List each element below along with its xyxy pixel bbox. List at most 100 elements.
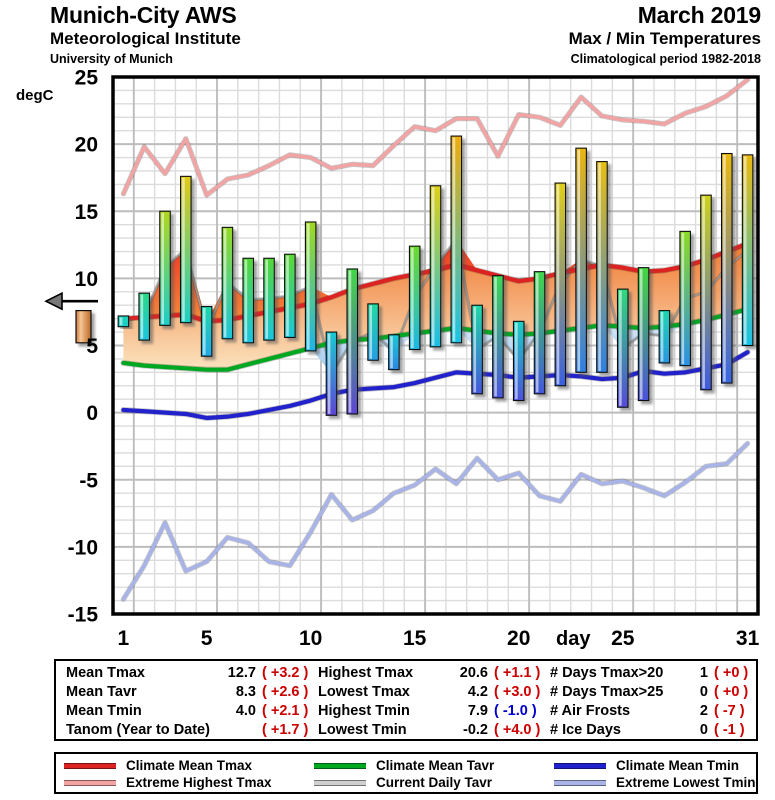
period-title: March 2019 bbox=[637, 2, 762, 28]
stat-cell: # Days Tmax>20 1 ( +0 ) bbox=[550, 665, 770, 684]
legend-item: Extreme Lowest Tmin bbox=[554, 774, 768, 791]
day-bar bbox=[388, 334, 400, 371]
stat-label: Lowest Tmin bbox=[318, 722, 407, 738]
stat-cell: Highest Tmin 7.9 ( -1.0 ) bbox=[318, 703, 550, 722]
university-name: University of Munich bbox=[50, 52, 173, 66]
day-bar bbox=[471, 304, 483, 395]
legend-label: Current Daily Tavr bbox=[376, 775, 493, 790]
stat-anomaly: ( +4.0 ) bbox=[494, 722, 541, 738]
day-bar bbox=[512, 320, 525, 402]
day-bar bbox=[200, 306, 213, 357]
stat-anomaly: ( +3.0 ) bbox=[494, 684, 541, 700]
day-bar bbox=[221, 226, 234, 340]
chart-header: Munich-City AWS Meteorological Institute… bbox=[0, 0, 775, 72]
day-bar bbox=[741, 154, 754, 347]
statistics-grid: Mean Tmax 12.7 ( +3.2 ) Highest Tmax 20.6 ( +… bbox=[56, 661, 756, 741]
stat-label: Mean Tavr bbox=[66, 684, 137, 700]
monthly-mean-indicator bbox=[44, 291, 98, 344]
stat-anomaly: ( +0 ) bbox=[714, 684, 749, 700]
stat-anomaly: ( -7 ) bbox=[714, 703, 745, 719]
stat-anomaly: ( -1.0 ) bbox=[494, 703, 537, 719]
legend-item: Climate Mean Tmax bbox=[64, 757, 314, 774]
y-tick-label: -5 bbox=[79, 469, 98, 492]
day-bar bbox=[637, 267, 650, 402]
day-bar bbox=[138, 292, 151, 341]
legend-color-swatch bbox=[64, 779, 116, 786]
day-bar bbox=[575, 147, 587, 373]
legend-color-swatch bbox=[554, 779, 606, 786]
y-tick-label: -10 bbox=[68, 536, 98, 559]
day-bar bbox=[346, 268, 359, 415]
stat-label: # Air Frosts bbox=[550, 703, 631, 719]
mean-arrow-head bbox=[44, 291, 63, 311]
legend-label: Extreme Highest Tmax bbox=[126, 775, 272, 790]
stat-label: Highest Tmax bbox=[318, 665, 414, 681]
y-axis-unit-label: degC bbox=[16, 87, 54, 104]
stat-cell: Lowest Tmax 4.2 ( +3.0 ) bbox=[318, 684, 550, 703]
day-bar bbox=[180, 175, 192, 324]
y-tick-label: 25 bbox=[75, 67, 99, 90]
station-name: Munich-City AWS bbox=[50, 2, 237, 28]
day-bar bbox=[700, 194, 712, 391]
stat-cell: # Air Frosts 2 ( -7 ) bbox=[550, 703, 770, 722]
day-bar bbox=[450, 135, 463, 344]
y-tick-label: -15 bbox=[68, 604, 99, 627]
x-axis: 1 5 10 15 20 25 31 bbox=[118, 627, 760, 650]
stat-anomaly: ( +0 ) bbox=[714, 665, 749, 681]
stat-cell: # Days Tmax>25 0 ( +0 ) bbox=[550, 684, 770, 703]
y-tick-label: 20 bbox=[75, 134, 98, 157]
monthly-statistics-box: Mean Tmax 12.7 ( +3.2 ) Highest Tmax 20.6 ( +… bbox=[54, 659, 758, 741]
x-tick-label: 1 bbox=[118, 627, 130, 650]
mean-value-bar bbox=[75, 309, 92, 344]
day-bar bbox=[325, 331, 338, 416]
day-bar bbox=[616, 288, 629, 408]
day-bar bbox=[242, 257, 255, 344]
day-bar bbox=[679, 230, 691, 367]
day-bar bbox=[492, 275, 504, 399]
legend-color-swatch bbox=[554, 762, 606, 769]
x-axis-title: day bbox=[556, 628, 591, 650]
legend-item: Climate Mean Tavr bbox=[314, 757, 554, 774]
day-bar bbox=[159, 210, 171, 326]
day-bar bbox=[117, 315, 130, 328]
extreme-lowest-tmin-line bbox=[121, 441, 750, 602]
stat-cell: Highest Tmax 20.6 ( +1.1 ) bbox=[318, 665, 550, 684]
chart-legend-box: Climate Mean Tmax Climate Mean Tavr Climat… bbox=[54, 752, 758, 794]
stat-value: 1 bbox=[699, 665, 708, 681]
institute-name: Meteorological Institute bbox=[50, 29, 241, 48]
x-tick-label: 10 bbox=[299, 627, 322, 650]
y-tick-label: 15 bbox=[75, 201, 99, 224]
x-tick-label: 31 bbox=[736, 627, 760, 650]
day-bar bbox=[533, 271, 546, 395]
legend-color-swatch bbox=[314, 762, 366, 769]
stat-cell: Mean Tmax 12.7 ( +3.2 ) bbox=[66, 665, 318, 684]
stat-label: Mean Tmin bbox=[66, 703, 142, 719]
day-bar bbox=[367, 303, 379, 361]
legend-item: Extreme Highest Tmax bbox=[64, 774, 314, 791]
y-tick-label: 10 bbox=[75, 268, 98, 291]
stat-value: 4.2 bbox=[467, 684, 488, 700]
daily-temperature-bars bbox=[117, 135, 754, 416]
stat-value: 0 bbox=[699, 684, 708, 700]
legend-label: Climate Mean Tavr bbox=[376, 758, 495, 773]
y-tick-label: 5 bbox=[86, 335, 98, 358]
stat-value: -0.2 bbox=[463, 722, 488, 738]
legend-color-swatch bbox=[314, 779, 366, 786]
stat-value: 2 bbox=[699, 703, 708, 719]
legend-grid: Climate Mean Tmax Climate Mean Tavr Climat… bbox=[56, 754, 756, 791]
day-bar bbox=[658, 310, 671, 364]
day-bar bbox=[263, 257, 275, 341]
stat-value: 7.9 bbox=[467, 703, 488, 719]
x-tick-label: 5 bbox=[201, 627, 213, 650]
legend-label: Climate Mean Tmax bbox=[126, 758, 253, 773]
day-bar bbox=[429, 185, 442, 348]
stat-label: Highest Tmin bbox=[318, 703, 410, 719]
stat-anomaly: ( +3.2 ) bbox=[262, 665, 309, 681]
stat-cell: # Ice Days 0 ( -1 ) bbox=[550, 722, 770, 741]
legend-color-swatch bbox=[64, 762, 116, 769]
stat-label: Lowest Tmax bbox=[318, 684, 410, 700]
stat-value: 8.3 bbox=[235, 684, 256, 700]
y-tick-label: 0 bbox=[86, 402, 98, 425]
